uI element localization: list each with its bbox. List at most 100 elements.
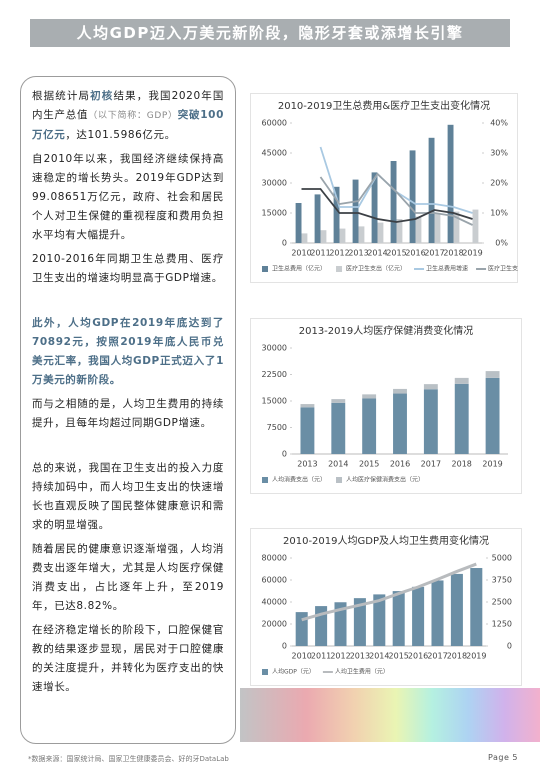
y-tick-label: 80000 — [262, 554, 287, 563]
bar — [434, 214, 441, 243]
x-tick-label: 2016 — [390, 460, 410, 469]
bar — [472, 209, 479, 243]
bar — [300, 407, 315, 454]
bar — [396, 219, 403, 243]
paragraph: 随着居民的健康意识逐渐增强，人均消费支出逐年增大，尤其是人均医疗保健消费支出，占… — [32, 540, 224, 616]
legend-label: 人均卫生费用（元） — [335, 668, 389, 676]
text-segment: 随着居民的健康意识逐渐增强，人均消费支出逐年增大，尤其是人均医疗保健消费支出，占… — [32, 543, 224, 612]
bar — [331, 399, 346, 403]
legend-swatch — [336, 477, 343, 483]
legend-swatch — [262, 669, 268, 675]
line-series — [301, 562, 477, 622]
bar — [390, 161, 397, 243]
bar — [485, 371, 500, 378]
bar — [339, 228, 346, 243]
bar — [333, 186, 340, 243]
y-tick-label: 7500 — [267, 423, 287, 432]
paragraph: 此外，人均GDP在2019年底达到了70892元，按照2019年底人民币兑美元汇… — [32, 314, 224, 390]
paragraph: 在经济稳定增长的阶段下，口腔保健官教的结果逐步显现，居民对于口腔健康的关注度提升… — [32, 621, 224, 697]
text-segment: 初核 — [90, 90, 114, 102]
x-tick-label: 2018 — [443, 249, 463, 258]
x-tick-label: 2014 — [367, 249, 387, 258]
chart-title: 2010-2019人均GDP及人均卫生费用变化情况 — [283, 534, 489, 547]
bar — [392, 591, 405, 646]
text-segment: 总的来说，我国在卫生支出的投入力度持续加码中，而人均卫生支出的快速增长也直观反映… — [32, 462, 224, 531]
line-series — [301, 188, 473, 223]
y2-tick-label: 30% — [490, 149, 508, 158]
bar — [358, 226, 365, 243]
bar — [450, 573, 463, 646]
decor-gradient — [240, 688, 540, 742]
bar — [371, 172, 378, 243]
x-tick-label: 2017 — [421, 460, 441, 469]
bar — [454, 383, 469, 454]
y-tick-label: 60000 — [262, 119, 287, 128]
legend-label: 医疗卫生支出（亿元） — [346, 265, 406, 273]
legend-swatch — [336, 266, 343, 272]
chart-title: 2010-2019卫生总费用&医疗卫生支出变化情况 — [278, 99, 490, 112]
chart: 2010-2019卫生总费用&医疗卫生支出变化情况 0 15000 30000 4500… — [250, 93, 518, 283]
y-tick-label: 15000 — [262, 397, 287, 406]
bar — [295, 203, 302, 243]
legend-label: 卫生总费用（亿元） — [272, 265, 326, 273]
bar — [423, 389, 438, 454]
bar — [485, 377, 500, 454]
bar — [353, 598, 366, 646]
x-tick-label: 2019 — [462, 249, 482, 258]
y2-tick-label: 2500 — [492, 598, 512, 607]
bar — [428, 137, 435, 243]
x-tick-label: 2013 — [350, 652, 370, 661]
text-segment: 2010-2016年同期卫生总费用、医疗卫生支出的增速均明显高于GDP增速。 — [32, 253, 224, 284]
y2-tick-label: 10% — [490, 209, 508, 218]
legend-label: 人均消费支出（元） — [272, 476, 326, 484]
bar — [409, 150, 416, 243]
x-tick-label: 2012 — [329, 249, 349, 258]
bar — [377, 222, 384, 243]
bar — [393, 388, 407, 394]
bar — [301, 233, 308, 243]
x-tick-label: 2010 — [292, 652, 312, 661]
paragraph: 总的来说，我国在卫生支出的投入力度持续加码中，而人均卫生支出的快速增长也直观反映… — [32, 459, 224, 535]
x-tick-label: 2016 — [408, 652, 428, 661]
legend-label: 医疗卫生支出增速 — [488, 265, 518, 273]
y-tick-label: 20000 — [262, 620, 287, 629]
bar — [320, 230, 327, 243]
text-segment: 此外，人均GDP在2019年底达到了70892元，按照2019年底人民币兑美元汇… — [32, 317, 224, 386]
bar — [331, 402, 346, 454]
x-tick-label: 2012 — [330, 652, 350, 661]
y-tick-label: 60000 — [262, 576, 287, 585]
bar — [295, 612, 308, 646]
text-segment: 在经济稳定增长的阶段下，口腔保健官教的结果逐步显现，居民对于口腔健康的关注度提升… — [32, 624, 224, 693]
bar — [314, 194, 321, 243]
legend-swatch — [262, 266, 268, 272]
y2-tick-label: 0 — [507, 642, 512, 651]
x-tick-label: 2016 — [405, 249, 425, 258]
y2-tick-label: 5000 — [492, 554, 512, 563]
page-number: Page 5 — [488, 753, 518, 762]
x-tick-label: 2011 — [311, 652, 331, 661]
bar — [352, 179, 359, 243]
y-tick-label: 30000 — [262, 344, 287, 353]
legend-label: 卫生总费用增速 — [426, 265, 468, 273]
paragraph: 根据统计局初核结果，我国2020年国内生产总值（以下简称：GDP）突破100万亿… — [32, 87, 224, 145]
bar — [470, 568, 483, 646]
bar — [431, 580, 444, 646]
text-segment: 自2010年以来，我国经济继续保持高速稳定的增长势头。2019年GDP达到99.… — [32, 153, 224, 241]
paragraph: 自2010年以来，我国经济继续保持高速稳定的增长势头。2019年GDP达到99.… — [32, 150, 224, 245]
y2-tick-label: 1250 — [492, 620, 512, 629]
bar — [300, 404, 315, 408]
chart: 2013-2019人均医疗保健消费变化情况 0 7500 15000 22500 3000… — [250, 318, 522, 494]
y2-tick-label: 20% — [490, 179, 508, 188]
y-tick-label: 30000 — [262, 179, 287, 188]
y-tick-label: 22500 — [262, 370, 287, 379]
chart-frame — [250, 318, 522, 494]
x-tick-label: 2014 — [369, 652, 389, 661]
legend-swatch — [262, 477, 268, 483]
y2-tick-label: 40% — [490, 119, 508, 128]
y-tick-label: 15000 — [262, 209, 287, 218]
x-tick-label: 2014 — [328, 460, 348, 469]
x-tick-label: 2015 — [359, 460, 379, 469]
bar — [334, 602, 347, 646]
x-tick-label: 2011 — [310, 249, 330, 258]
legend-label: 人均医疗保健消费支出（元） — [346, 476, 424, 484]
